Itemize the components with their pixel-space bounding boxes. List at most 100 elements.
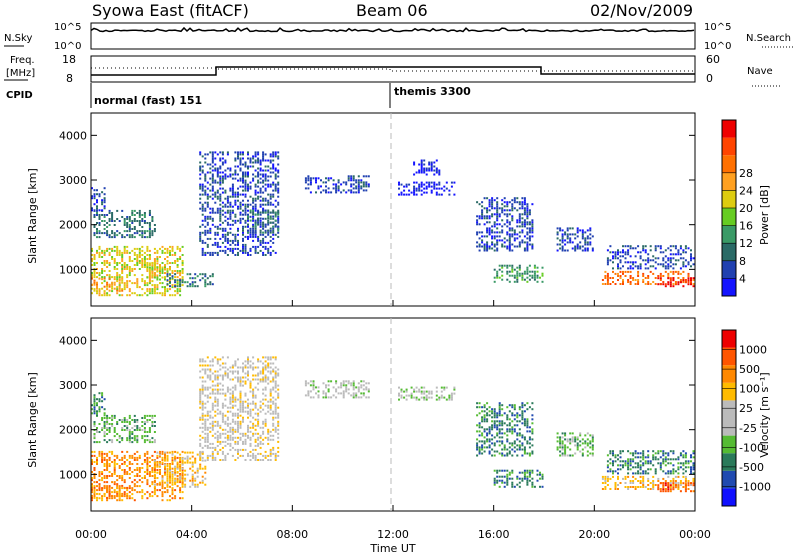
heatmap-cell (606, 257, 609, 260)
heatmap-cell (116, 456, 119, 459)
heatmap-cell (309, 183, 312, 186)
heatmap-cell (662, 275, 665, 277)
heatmap-cell (164, 290, 166, 293)
heatmap-cell (211, 434, 214, 437)
heatmap-cell (93, 461, 96, 463)
heatmap-cell (526, 430, 529, 433)
heatmap-cell (513, 414, 516, 417)
heatmap-cell (277, 416, 280, 419)
heatmap-cell (113, 465, 116, 467)
heatmap-cell (523, 422, 526, 425)
heatmap-cell (264, 231, 267, 234)
heatmap-cell (136, 450, 139, 453)
heatmap-cell (136, 284, 139, 287)
heatmap-cell (352, 386, 355, 389)
heatmap-cell (242, 454, 244, 457)
heatmap-cell (131, 222, 134, 224)
heatmap-cell (96, 272, 98, 274)
heatmap-cell (244, 247, 247, 250)
heatmap-cell (418, 398, 421, 401)
heatmap-cell (221, 221, 224, 224)
heatmap-cell (257, 251, 260, 254)
heatmap-cell (667, 247, 670, 250)
heatmap-cell (242, 384, 244, 387)
heatmap-cell (252, 177, 255, 180)
heatmap-cell (133, 483, 136, 486)
heatmap-cell (259, 372, 262, 375)
heatmap-cell (244, 221, 247, 224)
heatmap-cell (682, 270, 685, 273)
heatmap-cell (304, 394, 307, 397)
heatmap-cell (247, 205, 249, 208)
heatmap-cell (267, 209, 270, 212)
heatmap-cell (627, 251, 630, 254)
heatmap-cell (654, 277, 657, 279)
heatmap-cell (506, 278, 509, 281)
heatmap-cell (224, 454, 227, 457)
heatmap-cell (103, 270, 106, 272)
heatmap-cell (677, 277, 680, 279)
heatmap-cell (204, 420, 207, 423)
heatmap-cell (264, 386, 267, 389)
heatmap-cell (98, 452, 101, 455)
heatmap-cell (674, 283, 677, 286)
heatmap-cell (211, 151, 214, 154)
heatmap-cell (204, 179, 207, 182)
heatmap-cell (571, 227, 574, 230)
heatmap-cell (229, 175, 232, 178)
heatmap-cell (254, 219, 257, 222)
heatmap-cell (481, 418, 484, 421)
heatmap-cell (204, 459, 207, 462)
heatmap-cell (561, 448, 564, 451)
heatmap-cell (511, 432, 514, 435)
heatmap-cell (254, 183, 257, 186)
heatmap-cell (108, 289, 111, 292)
heatmap-cell (584, 442, 587, 445)
heatmap-cell (647, 267, 650, 270)
heatmap-cell (123, 461, 126, 463)
heatmap-cell (506, 205, 509, 208)
heatmap-cell (106, 427, 109, 429)
heatmap-cell (576, 227, 579, 230)
heatmap-cell (307, 183, 310, 186)
heatmap-cell (531, 243, 534, 246)
heatmap-cell (214, 241, 217, 244)
heatmap-cell (496, 416, 499, 419)
heatmap-cell (531, 229, 534, 232)
heatmap-cell (116, 251, 119, 254)
heatmap-cell (498, 406, 501, 409)
heatmap-cell (141, 245, 144, 248)
heatmap-cell (126, 471, 129, 473)
heatmap-cell (206, 277, 209, 280)
heatmap-cell (478, 446, 481, 449)
heatmap-cell (511, 485, 514, 488)
heatmap-cell (221, 213, 224, 216)
heatmap-cell (491, 231, 494, 234)
heatmap-cell (430, 189, 433, 192)
heatmap-cell (541, 475, 544, 478)
heatmap-cell (264, 199, 267, 202)
heatmap-cell (420, 165, 423, 168)
heatmap-cell (148, 236, 151, 239)
heatmap-cell (204, 364, 207, 367)
heatmap-cell (234, 237, 237, 240)
heatmap-cell (159, 274, 161, 277)
heatmap-cell (498, 485, 501, 488)
heatmap-cell (113, 236, 116, 239)
heatmap-cell (672, 245, 675, 248)
heatmap-cell (513, 233, 516, 236)
heatmap-cell (237, 155, 239, 158)
heatmap-cell (679, 257, 682, 260)
heatmap-cell (476, 444, 479, 447)
heatmap-cell (493, 454, 496, 457)
heatmap-cell (169, 245, 171, 248)
heatmap-cell (496, 205, 499, 208)
heatmap-cell (448, 193, 451, 196)
heatmap-cell (221, 384, 224, 387)
heatmap-cell (179, 481, 182, 484)
heatmap-cell (269, 195, 272, 198)
heatmap-cell (435, 398, 438, 401)
heatmap-cell (569, 440, 572, 443)
heatmap-cell (181, 264, 184, 266)
heatmap-cell (158, 453, 161, 456)
